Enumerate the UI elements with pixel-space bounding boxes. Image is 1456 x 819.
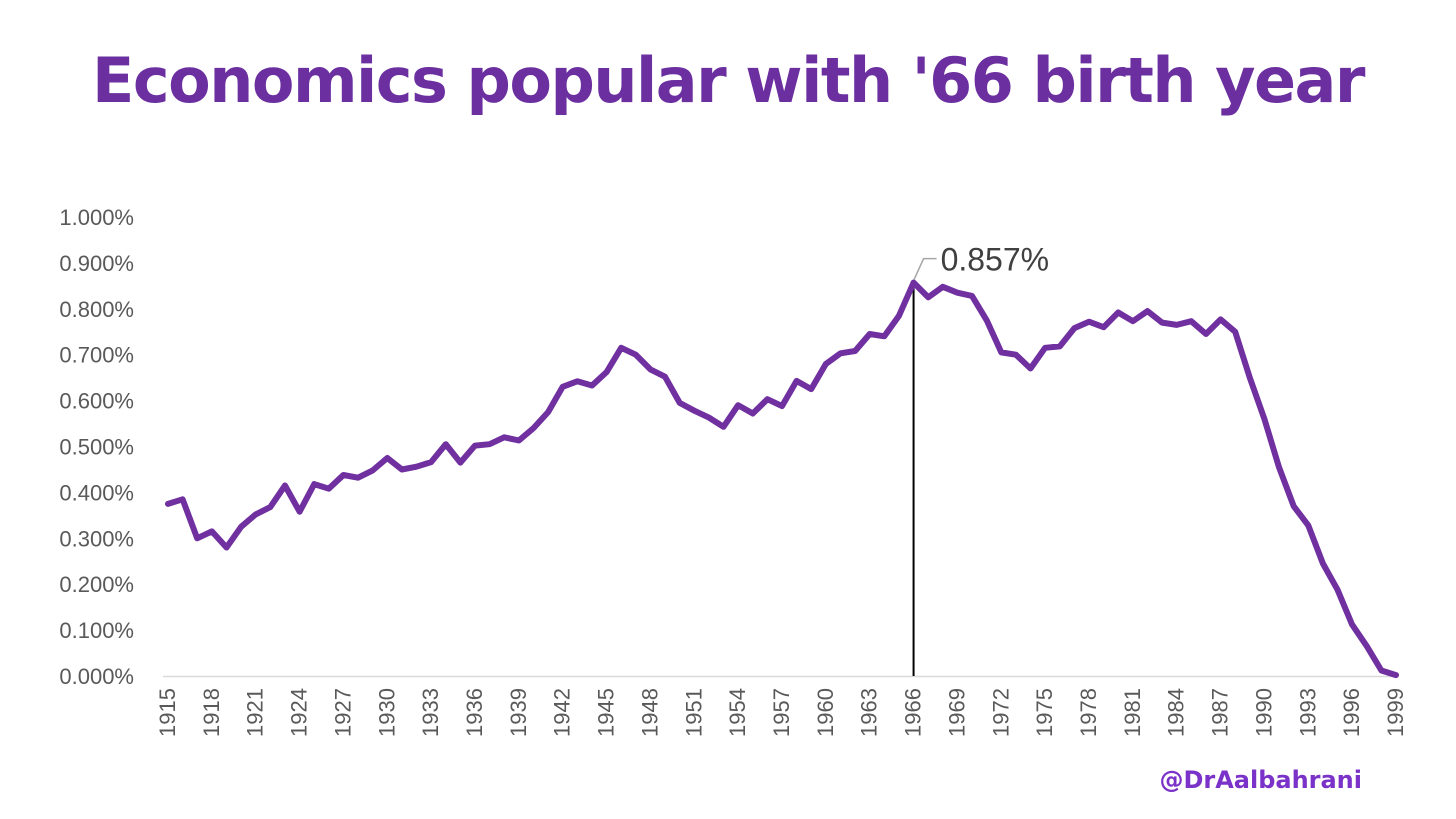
x-tick-label: 1969 — [944, 688, 969, 737]
x-tick-label: 1996 — [1339, 688, 1364, 737]
x-tick-label: 1963 — [857, 688, 882, 737]
annotation-leader — [912, 257, 937, 281]
x-tick-label: 1933 — [418, 688, 443, 737]
y-tick-label: 0.900% — [59, 251, 134, 276]
x-tick-label: 1930 — [374, 688, 399, 737]
x-tick-label: 1924 — [287, 688, 312, 737]
chart-title: Economics popular with '66 birth year — [92, 44, 1365, 117]
x-tick-label: 1978 — [1076, 688, 1101, 737]
x-tick-label: 1975 — [1032, 688, 1057, 737]
x-tick-label: 1942 — [550, 688, 575, 737]
y-tick-label: 0.100% — [59, 618, 134, 643]
x-tick-label: 1939 — [506, 688, 531, 737]
y-tick-label: 0.200% — [59, 572, 134, 597]
y-tick-label: 0.800% — [59, 297, 134, 322]
x-tick-label: 1915 — [155, 688, 180, 737]
author-credit: @DrAalbahrani — [1159, 766, 1362, 794]
x-tick-label: 1993 — [1295, 688, 1320, 737]
x-tick-label: 1999 — [1383, 688, 1408, 737]
x-tick-label: 1948 — [637, 688, 662, 737]
y-tick-label: 0.500% — [59, 435, 134, 460]
series-polyline — [165, 279, 1399, 679]
y-tick-label: 0.400% — [59, 480, 134, 505]
x-tick-label: 1951 — [681, 688, 706, 737]
x-tick-labels: 1915 1918 1921 1924 1927 1930 1933 1936 1939 1942… — [155, 688, 1408, 737]
x-tick-label: 1960 — [813, 688, 838, 737]
x-tick-label: 1987 — [1208, 688, 1233, 737]
x-tick-label: 1984 — [1164, 688, 1189, 737]
x-tick-label: 1927 — [330, 688, 355, 737]
y-tick-label: 0.600% — [59, 389, 134, 414]
x-tick-label: 1918 — [199, 688, 224, 737]
peak-value-label: 0.857% — [941, 242, 1050, 278]
x-tick-label: 1945 — [594, 688, 619, 737]
x-tick-label: 1936 — [462, 688, 487, 737]
y-tick-label: 0.300% — [59, 526, 134, 551]
x-tick-label: 1954 — [725, 688, 750, 737]
peak-annotation: 0.857% — [912, 242, 1050, 676]
y-tick-label: 0.000% — [59, 664, 134, 689]
x-tick-label: 1972 — [988, 688, 1013, 737]
y-tick-labels: 0.000% 0.100% 0.200% 0.300% 0.400% 0.500% 0.60… — [59, 205, 134, 689]
y-tick-label: 1.000% — [59, 205, 134, 230]
x-tick-label: 1990 — [1251, 688, 1276, 737]
y-tick-label: 0.700% — [59, 343, 134, 368]
x-tick-label: 1921 — [243, 688, 268, 737]
x-tick-label: 1981 — [1120, 688, 1145, 737]
x-tick-label: 1957 — [769, 688, 794, 737]
x-tick-label: 1966 — [901, 688, 926, 737]
series-line — [165, 279, 1399, 679]
